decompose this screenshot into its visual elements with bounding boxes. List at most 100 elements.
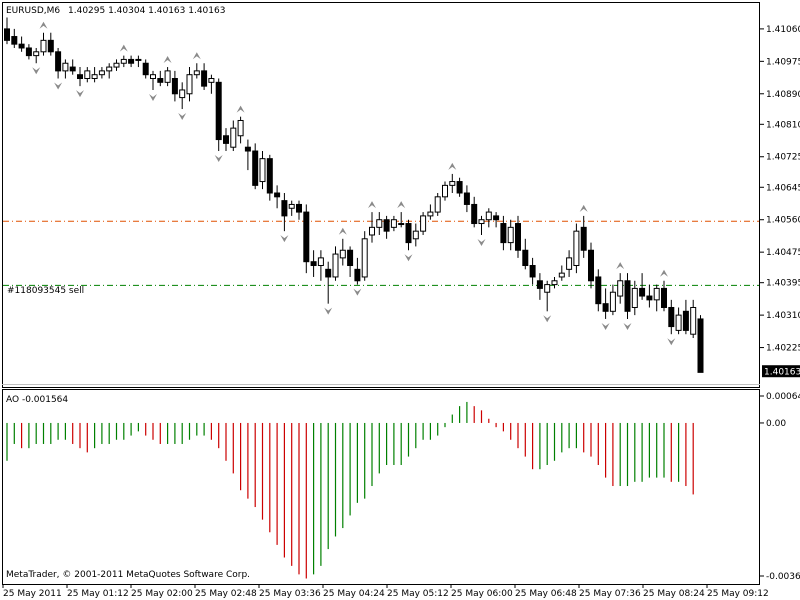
bull-candle <box>390 219 397 228</box>
candlestick-series <box>4 17 704 373</box>
fractal-down-arrow <box>667 338 676 346</box>
bear-candle <box>347 249 354 267</box>
fractal-down-arrow <box>214 155 223 163</box>
time-tick-label: 25 May 06:00 <box>451 589 513 599</box>
bear-candle <box>595 276 602 305</box>
bear-candle <box>25 47 32 57</box>
bull-candle <box>442 184 448 198</box>
fractal-down-arrow <box>404 254 413 262</box>
bull-candle <box>237 119 244 137</box>
current-price-box <box>762 365 800 378</box>
time-axis: 25 May 2011 25 May 01:12 25 May 02:00 25 Ma… <box>2 584 769 599</box>
fractal-up-arrow <box>448 162 457 170</box>
time-tick-label: 25 May 07:36 <box>579 589 641 599</box>
bull-candle <box>193 70 200 76</box>
bear-candle <box>456 181 463 194</box>
fractal-down-arrow <box>32 67 41 75</box>
fractal-down-arrow <box>543 315 552 323</box>
time-tick-label: 25 May 06:48 <box>515 589 577 599</box>
horizontal-lines <box>3 220 759 286</box>
fractal-up-arrow <box>163 56 172 64</box>
fractal-markers <box>32 21 676 346</box>
price-tick-label: 1.40725 <box>766 153 800 163</box>
bear-candle <box>55 51 62 72</box>
price-tick-label: 1.41060 <box>766 25 800 35</box>
bull-candle <box>230 127 237 148</box>
fractal-up-arrow <box>119 44 128 52</box>
time-tick-label: 25 May 2011 <box>3 589 62 599</box>
bull-candle <box>485 211 492 221</box>
ao-axis: 0.000641 0.00 -0.00364 <box>760 392 800 582</box>
bull-candle <box>208 78 215 83</box>
fractal-down-arrow <box>76 90 84 98</box>
fractal-down-arrow <box>353 288 362 296</box>
ao-histogram <box>6 401 694 579</box>
bear-candle <box>4 28 10 41</box>
bear-candle <box>493 215 500 221</box>
bear-candle <box>624 280 631 312</box>
price-tick-label: 1.40225 <box>766 344 800 354</box>
bear-candle <box>536 280 543 289</box>
bull-candle <box>478 219 485 225</box>
bear-candle <box>310 261 317 267</box>
fractal-up-arrow <box>368 201 376 209</box>
time-tick-label: 25 May 09:12 <box>707 589 769 599</box>
bull-candle <box>288 203 295 209</box>
price-tick-label: 1.40645 <box>766 183 800 193</box>
bear-candle <box>602 303 609 312</box>
fractal-up-arrow <box>397 201 406 209</box>
bull-candle <box>412 230 419 240</box>
bull-candle <box>369 226 375 236</box>
time-tick-label: 25 May 01:12 <box>67 589 129 599</box>
bull-candle <box>62 62 69 72</box>
fractal-up-arrow <box>616 262 625 270</box>
bull-candle <box>135 58 142 61</box>
bull-candle <box>84 70 91 80</box>
fractal-up-arrow <box>192 52 201 60</box>
fractal-up-arrow <box>39 21 48 29</box>
bull-candle <box>91 74 98 80</box>
time-tick-label: 25 May 05:12 <box>387 589 449 599</box>
copyright-label: MetaTrader, © 2001-2011 MetaQuotes Softw… <box>6 570 250 580</box>
bull-candle <box>631 287 638 308</box>
bear-candle <box>266 158 273 194</box>
bear-candle <box>47 39 54 53</box>
bull-candle <box>690 306 697 335</box>
price-tick-label: 1.40395 <box>766 279 800 289</box>
bull-candle <box>551 280 558 286</box>
time-tick-label: 25 May 02:00 <box>131 589 193 599</box>
bear-candle <box>463 192 470 205</box>
bull-candle <box>427 211 434 217</box>
bear-candle <box>639 287 646 297</box>
bear-candle <box>252 150 259 186</box>
fractal-down-arrow <box>280 235 289 243</box>
bear-candle <box>529 265 536 278</box>
bull-candle <box>150 74 156 80</box>
bear-candle <box>500 223 507 244</box>
bear-candle <box>244 146 251 152</box>
bull-candle <box>98 70 105 76</box>
bear-candle <box>128 58 135 64</box>
bear-candle <box>296 203 302 213</box>
fractal-down-arrow <box>149 93 157 101</box>
bull-candle <box>566 257 573 270</box>
bull-candle <box>434 196 441 213</box>
symbol-label: EURUSD,M6 <box>6 6 60 16</box>
price-tick-label: 1.40810 <box>766 120 800 130</box>
fractal-down-arrow <box>623 322 632 330</box>
bear-candle <box>515 223 521 251</box>
bear-candle <box>303 211 310 263</box>
bear-candle <box>142 62 149 76</box>
bear-candle <box>281 200 288 217</box>
bull-candle <box>558 272 565 278</box>
bear-candle <box>580 226 587 251</box>
bull-candle <box>332 253 339 278</box>
bull-candle <box>113 62 120 68</box>
bull-candle <box>449 181 456 186</box>
bear-candle <box>325 268 332 278</box>
bull-candle <box>33 51 40 57</box>
ao-tick-label: 0.00 <box>766 419 786 429</box>
bull-candle <box>361 238 368 278</box>
bull-candle <box>179 89 186 99</box>
